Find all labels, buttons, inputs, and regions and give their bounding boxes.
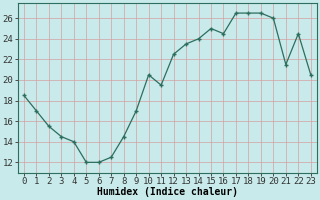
X-axis label: Humidex (Indice chaleur): Humidex (Indice chaleur) — [97, 187, 238, 197]
